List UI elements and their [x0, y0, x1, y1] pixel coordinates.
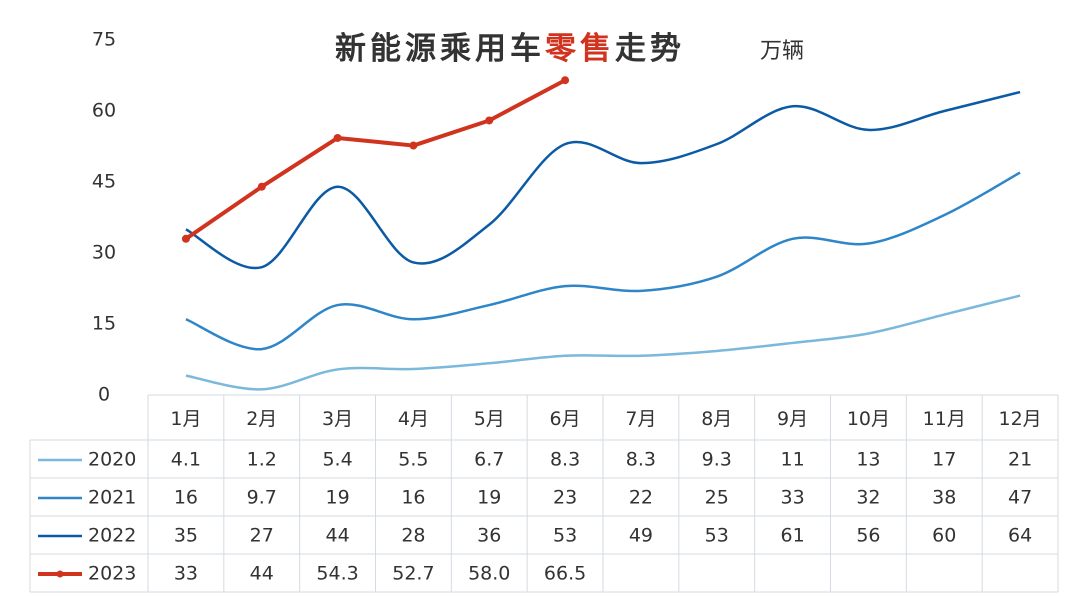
x-tick-label: 9月 [777, 408, 808, 430]
x-tick-label: 1月 [170, 408, 201, 430]
title-part: 走势 [615, 31, 685, 67]
table-cell: 66.5 [544, 563, 586, 585]
table-cell: 13 [856, 449, 880, 471]
y-tick-label: 30 [92, 242, 116, 264]
table-cell: 44 [325, 525, 349, 547]
x-tick-label: 11月 [923, 408, 966, 430]
table-cell: 35 [174, 525, 198, 547]
table-cell: 32 [856, 487, 880, 509]
table-cell: 53 [553, 525, 577, 547]
point-marker [181, 234, 190, 243]
y-tick-label: 0 [98, 384, 110, 406]
x-tick-label: 2月 [246, 408, 277, 430]
table-cell: 5.4 [322, 449, 352, 471]
table-cell: 5.5 [398, 449, 428, 471]
legend-marker [56, 570, 64, 578]
x-tick-label: 7月 [625, 408, 656, 430]
point-marker [409, 141, 418, 150]
table-cell: 36 [477, 525, 501, 547]
table-cell: 17 [932, 449, 956, 471]
unit-label: 万辆 [760, 39, 804, 64]
chart-title: 新能源乘用车零售走势 [335, 31, 685, 67]
point-marker [257, 182, 266, 191]
legend-label: 2023 [88, 563, 136, 585]
table-cell: 52.7 [392, 563, 434, 585]
table-cell: 61 [780, 525, 804, 547]
table-cell: 19 [325, 487, 349, 509]
table-cell: 53 [705, 525, 729, 547]
table-cell: 11 [780, 449, 804, 471]
table-cell: 9.3 [702, 449, 732, 471]
table-cell: 6.7 [474, 449, 504, 471]
y-tick-label: 60 [92, 100, 116, 122]
table-cell: 54.3 [316, 563, 358, 585]
table-cell: 33 [174, 563, 198, 585]
x-tick-label: 6月 [550, 408, 581, 430]
table-cell: 33 [780, 487, 804, 509]
series-line [184, 78, 567, 241]
point-marker [333, 133, 342, 142]
table-cell: 4.1 [171, 449, 201, 471]
x-tick-label: 4月 [398, 408, 429, 430]
point-marker [485, 116, 494, 125]
title-part: 零售 [545, 31, 615, 67]
table-cell: 56 [856, 525, 880, 547]
y-tick-label: 15 [92, 313, 116, 335]
table-cell: 47 [1008, 487, 1032, 509]
table-cell: 44 [250, 563, 274, 585]
point-marker [561, 76, 570, 85]
table-cell: 49 [629, 525, 653, 547]
table-cell: 38 [932, 487, 956, 509]
table-cell: 16 [401, 487, 425, 509]
table-cell: 28 [401, 525, 425, 547]
table-cell: 58.0 [468, 563, 510, 585]
table-cell: 8.3 [626, 449, 656, 471]
x-tick-label: 3月 [322, 408, 353, 430]
series-line [185, 294, 1021, 391]
table-cell: 9.7 [247, 487, 277, 509]
series-line [185, 171, 1021, 351]
table-cell: 25 [705, 487, 729, 509]
x-tick-label: 10月 [847, 408, 890, 430]
table-cell: 1.2 [247, 449, 277, 471]
x-tick-label: 12月 [998, 408, 1041, 430]
table-cell: 21 [1008, 449, 1032, 471]
legend-label: 2022 [88, 525, 136, 547]
title-part: 新能源乘用车 [335, 31, 545, 67]
table-cell: 8.3 [550, 449, 580, 471]
table-cell: 22 [629, 487, 653, 509]
y-tick-label: 75 [92, 29, 116, 51]
y-tick-label: 45 [92, 171, 116, 193]
table-cell: 60 [932, 525, 956, 547]
x-tick-label: 8月 [701, 408, 732, 430]
legend-label: 2020 [88, 449, 136, 471]
legend-label: 2021 [88, 487, 136, 509]
table-cell: 27 [250, 525, 274, 547]
x-tick-label: 5月 [474, 408, 505, 430]
table-cell: 19 [477, 487, 501, 509]
table-cell: 64 [1008, 525, 1032, 547]
table-cell: 23 [553, 487, 577, 509]
series-line [185, 90, 1021, 270]
table-cell: 16 [174, 487, 198, 509]
